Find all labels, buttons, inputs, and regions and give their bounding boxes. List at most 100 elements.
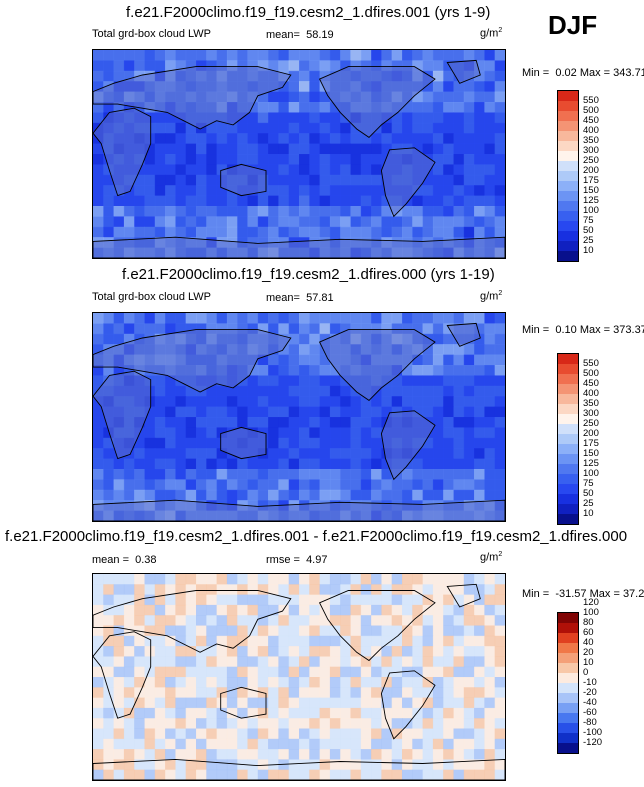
field-cell: [247, 604, 259, 616]
field-cell: [494, 615, 505, 626]
field-cell: [412, 759, 424, 771]
field-cell: [329, 396, 341, 408]
colorbar-tick-label: 150: [583, 448, 599, 459]
field-cell: [381, 226, 393, 238]
field-cell: [329, 174, 341, 186]
field-cell: [381, 206, 393, 217]
field-cell: [463, 216, 475, 228]
coastline: [380, 147, 436, 218]
field-cell: [494, 769, 505, 780]
field-cell: [329, 417, 341, 428]
field-cell: [247, 574, 259, 585]
field-cell: [257, 375, 269, 387]
field-cell: [247, 677, 259, 688]
field-cell: [453, 406, 465, 418]
field-cell: [443, 81, 454, 93]
field-cell: [103, 728, 115, 740]
field-cell: [412, 625, 424, 637]
field-cell: [165, 375, 176, 387]
field-cell: [299, 615, 310, 626]
field-cell: [463, 594, 475, 606]
field-cell: [412, 635, 424, 647]
colorbar-box: [558, 414, 578, 424]
field-cell: [299, 687, 310, 699]
field-cell: [226, 60, 238, 72]
field-cell: [247, 738, 259, 750]
field-cell: [494, 738, 505, 750]
field-cell: [402, 718, 413, 729]
field-cell: [123, 707, 135, 719]
field-cell: [494, 60, 505, 72]
field-cell: [319, 769, 331, 780]
coastline: [380, 410, 436, 481]
colorbar-tick-label: 120: [583, 597, 599, 608]
field-cell: [371, 769, 382, 780]
field-cell: [113, 70, 125, 82]
field-cell: [216, 226, 228, 238]
field-cell: [247, 206, 259, 217]
field-cell: [340, 427, 351, 439]
field-cell: [144, 687, 156, 699]
field-cell: [340, 385, 351, 397]
field-cell: [278, 469, 290, 480]
field-cell: [196, 164, 207, 176]
field-cell: [165, 469, 176, 480]
field-cell: [319, 469, 331, 480]
field-cell: [371, 226, 382, 238]
field-cell: [484, 185, 496, 197]
field-cell: [474, 759, 485, 771]
field-cell: [278, 154, 290, 165]
field-cell: [494, 677, 505, 688]
field-cell: [319, 70, 331, 82]
field-cell: [278, 625, 290, 637]
field-cell: [443, 759, 454, 771]
field-cell: [360, 749, 372, 760]
field-cell: [257, 154, 269, 165]
field-cell: [268, 216, 279, 228]
field-cell: [196, 604, 207, 616]
field-cell: [453, 133, 465, 145]
field-cell: [340, 769, 351, 780]
field-cell: [432, 489, 444, 501]
field-cell: [350, 656, 362, 668]
field-cell: [185, 448, 197, 460]
field-cell: [350, 417, 362, 428]
field-cell: [144, 646, 156, 657]
field-cell: [329, 323, 341, 335]
field-cell: [206, 738, 218, 750]
field-cell: [422, 81, 434, 93]
field-cell: [432, 333, 444, 345]
field-cell: [103, 458, 115, 470]
field-cell: [185, 226, 197, 238]
field-cell: [134, 574, 145, 585]
field-cell: [123, 594, 135, 606]
colorbar-box: [558, 424, 578, 434]
field-cell: [93, 458, 104, 470]
field-cell: [206, 323, 218, 335]
field-cell: [154, 749, 166, 760]
field-cell: [299, 697, 310, 709]
field-cell: [93, 226, 104, 238]
field-cell: [319, 635, 331, 647]
field-cell: [134, 60, 145, 72]
field-cell: [247, 102, 259, 113]
field-cell: [103, 174, 115, 186]
field-cell: [319, 687, 331, 699]
field-cell: [422, 385, 434, 397]
field-cell: [381, 458, 393, 470]
field-cell: [422, 396, 434, 408]
field-cell: [412, 206, 424, 217]
field-cell: [247, 216, 259, 228]
field-cell: [340, 718, 351, 729]
field-cell: [484, 417, 496, 428]
field-cell: [237, 195, 248, 207]
panel2-units-sup: 2: [498, 290, 503, 297]
field-cell: [494, 154, 505, 165]
field-cell: [443, 333, 454, 345]
field-cell: [432, 769, 444, 780]
field-cell: [494, 574, 505, 585]
field-cell: [340, 594, 351, 606]
field-cell: [185, 185, 197, 197]
field-cell: [185, 584, 197, 596]
field-cell: [154, 625, 166, 637]
